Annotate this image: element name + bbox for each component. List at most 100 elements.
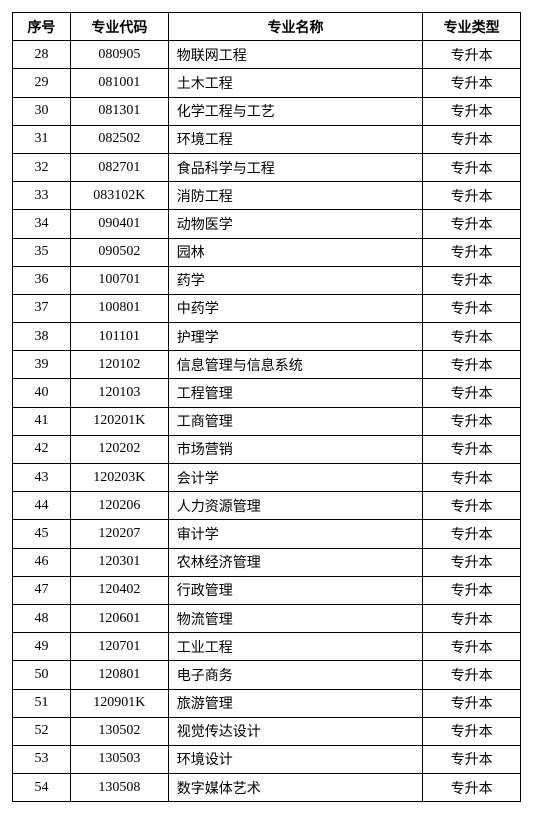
table-row: 33083102K消防工程专升本 [13,182,521,210]
cell-code: 120206 [70,492,168,520]
cell-type: 专升本 [423,351,521,379]
cell-code: 090401 [70,210,168,238]
cell-code: 101101 [70,323,168,351]
table-row: 47120402行政管理专升本 [13,576,521,604]
table-row: 29081001土木工程专升本 [13,69,521,97]
header-type: 专业类型 [423,13,521,41]
cell-seq: 28 [13,41,71,69]
cell-type: 专升本 [423,717,521,745]
cell-seq: 49 [13,633,71,661]
table-row: 40120103工程管理专升本 [13,379,521,407]
cell-code: 120701 [70,633,168,661]
cell-type: 专升本 [423,520,521,548]
cell-name: 环境设计 [168,745,422,773]
table-row: 36100701药学专升本 [13,266,521,294]
table-row: 50120801电子商务专升本 [13,661,521,689]
cell-type: 专升本 [423,210,521,238]
cell-type: 专升本 [423,576,521,604]
cell-seq: 45 [13,520,71,548]
cell-seq: 46 [13,548,71,576]
table-row: 41120201K工商管理专升本 [13,407,521,435]
cell-name: 会计学 [168,464,422,492]
cell-seq: 52 [13,717,71,745]
cell-type: 专升本 [423,774,521,802]
cell-name: 食品科学与工程 [168,153,422,181]
table-row: 46120301农林经济管理专升本 [13,548,521,576]
cell-type: 专升本 [423,41,521,69]
cell-name: 电子商务 [168,661,422,689]
cell-type: 专升本 [423,323,521,351]
cell-code: 120601 [70,604,168,632]
table-row: 31082502环境工程专升本 [13,125,521,153]
header-name: 专业名称 [168,13,422,41]
table-row: 37100801中药学专升本 [13,294,521,322]
cell-seq: 33 [13,182,71,210]
cell-name: 行政管理 [168,576,422,604]
cell-name: 动物医学 [168,210,422,238]
cell-seq: 31 [13,125,71,153]
cell-seq: 53 [13,745,71,773]
cell-seq: 50 [13,661,71,689]
table-row: 34090401动物医学专升本 [13,210,521,238]
cell-type: 专升本 [423,492,521,520]
cell-code: 120402 [70,576,168,604]
cell-code: 120301 [70,548,168,576]
cell-type: 专升本 [423,69,521,97]
cell-type: 专升本 [423,548,521,576]
cell-type: 专升本 [423,464,521,492]
cell-seq: 37 [13,294,71,322]
cell-type: 专升本 [423,689,521,717]
table-row: 48120601物流管理专升本 [13,604,521,632]
table-row: 42120202市场营销专升本 [13,435,521,463]
cell-code: 083102K [70,182,168,210]
cell-name: 旅游管理 [168,689,422,717]
table-row: 39120102信息管理与信息系统专升本 [13,351,521,379]
cell-code: 100801 [70,294,168,322]
cell-name: 中药学 [168,294,422,322]
table-header-row: 序号 专业代码 专业名称 专业类型 [13,13,521,41]
table-row: 35090502园林专升本 [13,238,521,266]
cell-seq: 54 [13,774,71,802]
cell-type: 专升本 [423,379,521,407]
cell-code: 120103 [70,379,168,407]
cell-type: 专升本 [423,97,521,125]
table-row: 44120206人力资源管理专升本 [13,492,521,520]
cell-seq: 38 [13,323,71,351]
cell-name: 园林 [168,238,422,266]
table-row: 43120203K会计学专升本 [13,464,521,492]
table-row: 52130502视觉传达设计专升本 [13,717,521,745]
table-row: 32082701食品科学与工程专升本 [13,153,521,181]
cell-code: 082701 [70,153,168,181]
cell-code: 081001 [70,69,168,97]
cell-seq: 42 [13,435,71,463]
cell-type: 专升本 [423,266,521,294]
cell-code: 120203K [70,464,168,492]
majors-table: 序号 专业代码 专业名称 专业类型 28080905物联网工程专升本290810… [12,12,521,802]
cell-name: 审计学 [168,520,422,548]
cell-name: 工业工程 [168,633,422,661]
cell-code: 120102 [70,351,168,379]
cell-seq: 48 [13,604,71,632]
cell-name: 消防工程 [168,182,422,210]
cell-seq: 34 [13,210,71,238]
cell-type: 专升本 [423,661,521,689]
cell-code: 130503 [70,745,168,773]
cell-code: 090502 [70,238,168,266]
cell-seq: 36 [13,266,71,294]
table-row: 45120207审计学专升本 [13,520,521,548]
cell-code: 081301 [70,97,168,125]
table-row: 54130508数字媒体艺术专升本 [13,774,521,802]
cell-name: 数字媒体艺术 [168,774,422,802]
cell-seq: 41 [13,407,71,435]
cell-name: 视觉传达设计 [168,717,422,745]
cell-type: 专升本 [423,294,521,322]
cell-code: 120901K [70,689,168,717]
cell-name: 药学 [168,266,422,294]
header-seq: 序号 [13,13,71,41]
cell-type: 专升本 [423,407,521,435]
cell-seq: 44 [13,492,71,520]
cell-seq: 43 [13,464,71,492]
cell-name: 农林经济管理 [168,548,422,576]
cell-type: 专升本 [423,125,521,153]
table-row: 49120701工业工程专升本 [13,633,521,661]
